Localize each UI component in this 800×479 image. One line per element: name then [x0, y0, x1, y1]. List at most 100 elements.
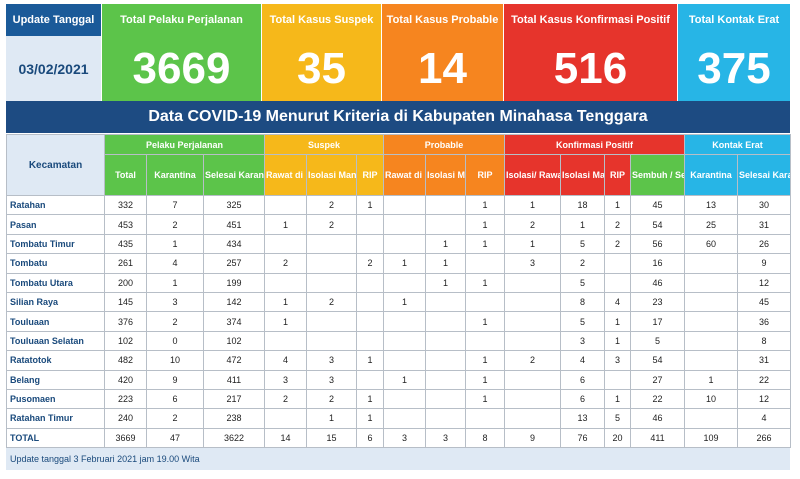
table-cell	[465, 291, 506, 313]
table-cell: 223	[104, 388, 147, 410]
table-cell: 1	[604, 388, 632, 410]
table-cell: 2	[504, 214, 562, 235]
summary-strip: Update Tanggal 03/02/2021 Total Pelaku P…	[6, 4, 790, 101]
table-cell: 8	[560, 291, 606, 313]
table-cell: 2	[504, 350, 562, 371]
kecamatan-name: Ratatotok	[6, 350, 105, 371]
table-cell: 8	[465, 427, 506, 449]
table-cell: 20	[604, 427, 632, 449]
sub-header: Total	[104, 154, 147, 196]
total-kasus-konfirmasi-card: Total Kasus Konfirmasi Positif 516	[504, 4, 678, 101]
table-row: Ratahan Timur 240 2 238 1 1 13 5 46 4	[6, 408, 792, 429]
table-cell: 10	[146, 350, 204, 371]
table-cell: 1	[425, 253, 467, 274]
card-value: 14	[418, 43, 467, 93]
table-cell: 60	[684, 233, 739, 255]
table-row: Silian Raya 145 3 142 1 2 1 8 4 23 45	[6, 291, 792, 313]
table-cell: 1	[383, 291, 427, 313]
table-cell: 1	[684, 369, 739, 390]
sub-header: Isolasi Mandiri	[560, 154, 606, 196]
table-cell	[264, 330, 307, 352]
table-cell	[504, 388, 562, 410]
table-cell: 1	[465, 233, 506, 255]
table-cell: 2	[604, 214, 632, 235]
table-cell: 451	[203, 214, 265, 235]
table-cell: 4	[560, 350, 606, 371]
table-cell: 12	[737, 388, 792, 410]
table-cell	[355, 291, 385, 313]
table-cell: 472	[203, 350, 265, 371]
table-cell: 1	[604, 194, 632, 216]
table-cell	[604, 253, 632, 274]
table-cell: 2	[306, 194, 357, 216]
table-cell	[425, 291, 467, 313]
table-cell: 5	[560, 272, 606, 293]
card-label: Total Kasus Suspek	[269, 14, 374, 26]
table-cell: 1	[383, 369, 427, 390]
table-cell: 13	[684, 194, 739, 216]
table-cell	[383, 311, 427, 332]
card-label: Total Kasus Konfirmasi Positif	[511, 14, 670, 26]
kecamatan-name: Tombatu Timur	[6, 233, 105, 255]
table-cell	[383, 214, 427, 235]
table-cell	[383, 272, 427, 293]
table-cell: 240	[104, 408, 147, 429]
table-row: Touluaan 376 2 374 1 1 5 1 17 36	[6, 311, 792, 332]
table-cell: 3	[425, 427, 467, 449]
table-cell: 2	[306, 291, 357, 313]
table-cell	[306, 311, 357, 332]
table-cell: 1	[465, 350, 506, 371]
table-cell	[355, 233, 385, 255]
table-cell: 109	[684, 427, 739, 449]
table-cell: 45	[737, 291, 792, 313]
table-cell: 200	[104, 272, 147, 293]
table-cell: 411	[630, 427, 686, 449]
table-cell: 2	[146, 214, 204, 235]
table-cell: 46	[630, 408, 686, 429]
group-header-kontak-erat: Kontak Erat	[684, 134, 792, 155]
card-value: 3669	[132, 43, 231, 93]
table-cell	[425, 330, 467, 352]
table-cell: 1	[306, 408, 357, 429]
kecamatan-name: Ratahan	[6, 194, 105, 216]
table-cell: 2	[264, 388, 307, 410]
table-row: Pasan 453 2 451 1 2 1 2 1 2 54 25 31	[6, 214, 792, 235]
kecamatan-name: Tombatu	[6, 253, 105, 274]
table-cell: 1	[465, 311, 506, 332]
table-cell	[306, 330, 357, 352]
card-value: 375	[697, 43, 771, 93]
table-cell	[504, 408, 562, 429]
table-cell: 102	[104, 330, 147, 352]
table-cell: 76	[560, 427, 606, 449]
total-kontak-erat-card: Total Kontak Erat 375	[678, 4, 790, 101]
table-row: Ratahan 332 7 325 2 1 1 1 18 1 45 13 30	[6, 194, 792, 216]
table-cell: 15	[306, 427, 357, 449]
table-cell: 1	[146, 272, 204, 293]
table-cell: 1	[264, 311, 307, 332]
table-cell	[465, 253, 506, 274]
table-cell: 1	[604, 311, 632, 332]
table-cell: 0	[146, 330, 204, 352]
table-cell	[425, 214, 467, 235]
table-cell: 9	[504, 427, 562, 449]
table-cell	[425, 311, 467, 332]
table-cell	[504, 311, 562, 332]
table-cell	[264, 194, 307, 216]
table-cell	[684, 311, 739, 332]
table-cell	[504, 272, 562, 293]
table-cell	[355, 311, 385, 332]
table-cell: 1	[425, 233, 467, 255]
table-cell: 1	[465, 369, 506, 390]
table-cell: 1	[504, 233, 562, 255]
table-cell: 3	[264, 369, 307, 390]
table-cell: 2	[306, 388, 357, 410]
kecamatan-name: Pusomaen	[6, 388, 105, 410]
table-row: Ratatotok 482 10 472 4 3 1 1 2 4 3 54 31	[6, 350, 792, 371]
table-cell: 1	[465, 272, 506, 293]
table-cell: 4	[737, 408, 792, 429]
table-cell: 1	[264, 291, 307, 313]
table-cell: 325	[203, 194, 265, 216]
table-cell	[425, 350, 467, 371]
table-cell	[425, 194, 467, 216]
table-cell: 434	[203, 233, 265, 255]
